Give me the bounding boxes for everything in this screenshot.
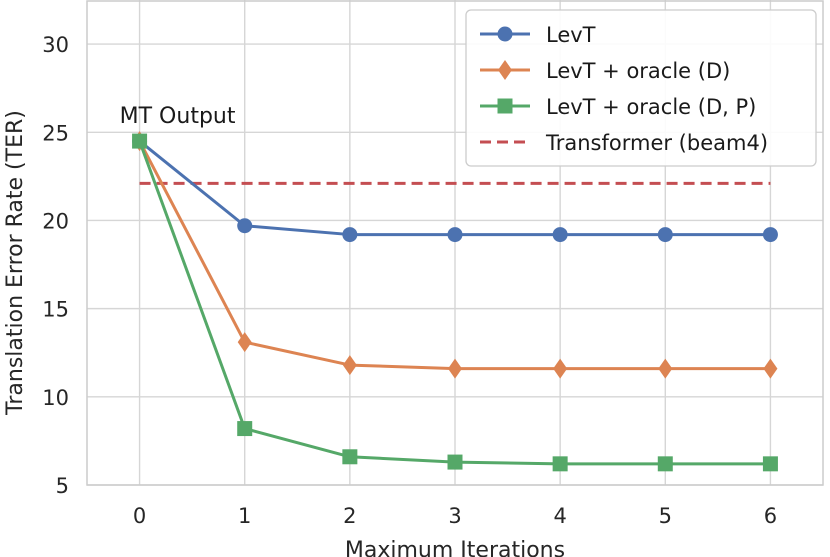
y-tick-label: 25	[42, 121, 69, 145]
data-point	[447, 454, 463, 470]
data-point	[553, 358, 568, 379]
data-point	[762, 227, 778, 243]
x-tick-label: 5	[659, 504, 672, 528]
legend-item: LevT + oracle (D, P)	[480, 95, 756, 119]
legend-label: LevT + oracle (D, P)	[546, 95, 756, 119]
y-tick-label: 5	[56, 474, 69, 498]
x-tick-label: 4	[553, 504, 566, 528]
x-axis-label: Maximum Iterations	[345, 538, 565, 557]
y-tick-label: 10	[42, 386, 69, 410]
data-point	[762, 456, 778, 472]
data-point	[237, 332, 252, 353]
data-point	[552, 456, 568, 472]
x-tick-label: 0	[133, 504, 146, 528]
legend-item: LevT	[480, 23, 596, 47]
y-tick-label: 30	[42, 33, 69, 57]
plot-area	[86, 0, 824, 486]
legend-marker	[497, 26, 513, 42]
data-point	[342, 355, 357, 376]
legend-label: LevT	[546, 23, 596, 47]
data-point	[342, 227, 358, 243]
y-tick-label: 20	[42, 209, 69, 233]
y-axis-label: Translation Error Rate (TER)	[3, 110, 28, 416]
data-point	[657, 227, 673, 243]
tick-labels: 0 1 2 3 4 5 6 5 10 15 20 25 30	[42, 33, 777, 528]
legend-marker	[497, 98, 513, 114]
data-point	[658, 358, 673, 379]
data-point	[763, 358, 778, 379]
data-point	[657, 456, 673, 472]
legend-item: LevT + oracle (D)	[480, 59, 730, 83]
series	[132, 131, 778, 472]
x-tick-label: 6	[764, 504, 777, 528]
x-tick-label: 1	[238, 504, 251, 528]
legend-label: Transformer (beam4)	[545, 131, 768, 155]
data-point	[552, 227, 568, 243]
mt-output-annotation: MT Output	[120, 104, 236, 129]
legend: LevT LevT + oracle (D) LevT + oracle (D, P…	[465, 9, 817, 167]
data-point	[237, 421, 253, 437]
data-point	[237, 218, 253, 234]
y-tick-label: 15	[42, 298, 69, 322]
x-tick-label: 3	[448, 504, 461, 528]
data-point	[132, 133, 148, 149]
legend-item: Transformer (beam4)	[480, 131, 768, 155]
series-2	[132, 133, 778, 472]
data-point	[447, 227, 463, 243]
data-point	[448, 358, 462, 379]
x-tick-label: 2	[343, 504, 356, 528]
legend-marker	[498, 60, 512, 80]
legend-box	[465, 9, 817, 167]
legend-label: LevT + oracle (D)	[546, 59, 730, 83]
data-point	[342, 449, 358, 465]
series-1	[132, 131, 778, 379]
